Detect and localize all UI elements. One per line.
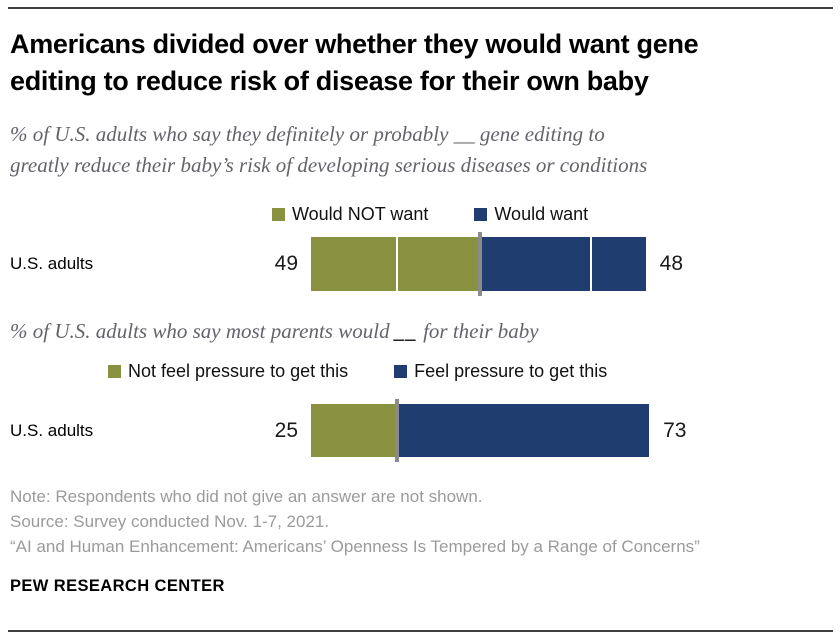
chart2-subtitle: % of U.S. adults who say most parents wo… xyxy=(10,316,836,347)
title-line-1: Americans divided over whether they woul… xyxy=(10,29,699,59)
chart1-legend: Would NOT want Would want xyxy=(272,204,588,225)
chart2-legend: Not feel pressure to get this Feel press… xyxy=(108,361,607,382)
legend-label: Not feel pressure to get this xyxy=(128,361,349,381)
category-label: U.S. adults xyxy=(10,420,94,440)
title-line-2: editing to reduce risk of disease for th… xyxy=(10,66,649,96)
chart2-subtitle-after: for their baby xyxy=(417,319,539,343)
segment-divider xyxy=(590,237,593,291)
center-divider xyxy=(478,232,483,296)
bar-segment-would-not-want xyxy=(311,237,481,291)
source-line: Source: Survey conducted Nov. 1-7, 2021. xyxy=(10,512,330,531)
chart1-subtitle-line-1: % of U.S. adults who say they definitely… xyxy=(10,122,605,146)
bar-segment-not-feel-pressure xyxy=(311,404,398,457)
blue-swatch-icon xyxy=(394,365,408,378)
chart2-bar-row: U.S. adults 25 73 xyxy=(0,399,840,462)
segment-divider xyxy=(395,237,398,291)
category-label: U.S. adults xyxy=(10,254,94,273)
report-title-line: “AI and Human Enhancement: Americans’ Op… xyxy=(10,537,700,556)
legend-label: Feel pressure to get this xyxy=(414,361,608,381)
bar-segment-feel-pressure xyxy=(397,404,650,457)
legend-item-would-not-want: Would NOT want xyxy=(272,204,428,225)
legend-label: Would NOT want xyxy=(292,204,429,224)
legend-label: Would want xyxy=(494,204,589,224)
bottom-rule xyxy=(8,630,833,632)
green-swatch-icon xyxy=(272,208,285,221)
left-value-label: 25 xyxy=(274,418,298,442)
legend-item-not-feel-pressure: Not feel pressure to get this xyxy=(108,361,348,382)
legend-item-feel-pressure: Feel pressure to get this xyxy=(394,361,607,382)
left-value-label: 49 xyxy=(274,252,298,275)
chart1-subtitle-line-2: greatly reduce their baby’s risk of deve… xyxy=(10,153,648,177)
note-line: Note: Respondents who did not give an an… xyxy=(10,487,483,506)
bar-segment-would-want xyxy=(480,237,646,291)
stacked-bar xyxy=(311,232,646,296)
green-swatch-icon xyxy=(108,365,121,378)
legend-item-would-want: Would want xyxy=(474,204,588,225)
chart2-subtitle-blank: __ xyxy=(394,319,418,343)
top-rule xyxy=(8,7,833,9)
page-title: Americans divided over whether they woul… xyxy=(10,26,836,100)
right-value-label: 48 xyxy=(659,252,683,275)
stacked-bar xyxy=(311,399,650,462)
pew-research-center-wordmark: PEW RESEARCH CENTER xyxy=(10,577,225,595)
chart-notes: Note: Respondents who did not give an an… xyxy=(10,484,700,559)
center-divider xyxy=(395,399,400,462)
right-value-label: 73 xyxy=(663,418,687,442)
chart1-subtitle: % of U.S. adults who say they definitely… xyxy=(10,119,836,181)
blue-swatch-icon xyxy=(474,208,488,221)
chart2-subtitle-before: % of U.S. adults who say most parents wo… xyxy=(10,319,395,343)
chart1-bar-row: U.S. adults 49 48 xyxy=(0,232,840,296)
